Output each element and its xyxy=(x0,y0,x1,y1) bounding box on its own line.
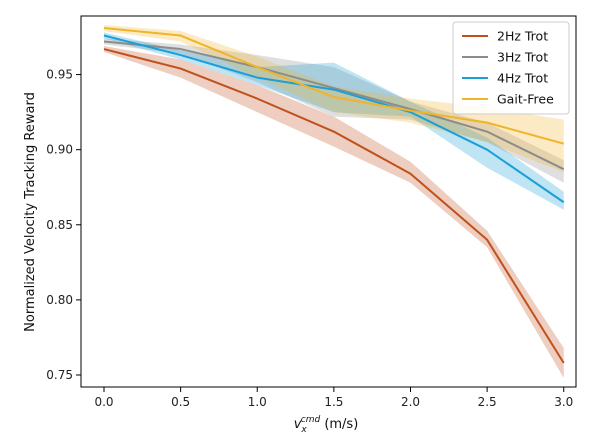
x-axis-label-sup: cmd xyxy=(301,415,321,425)
x-axis-label: vxcmd (m/s) xyxy=(294,415,359,435)
x-axis-ticks: 0.0 0.5 1.0 1.5 2.0 2.5 3.0 xyxy=(94,387,573,409)
x-tick-label: 2.0 xyxy=(401,395,420,409)
y-tick-label: 0.85 xyxy=(46,218,73,232)
plot-frame xyxy=(80,15,577,388)
x-tick-label: 1.0 xyxy=(248,395,267,409)
y-tick-label: 0.95 xyxy=(46,68,73,82)
y-axis-ticks: 0.75 0.80 0.85 0.90 0.95 xyxy=(46,68,81,382)
line-2hz-trot xyxy=(103,48,565,364)
band-4hz-trot xyxy=(103,32,564,210)
x-axis-label-main: v xyxy=(294,417,302,432)
x-tick-label: 1.5 xyxy=(324,395,343,409)
legend-label: 3Hz Trot xyxy=(497,50,548,65)
band-3hz-trot xyxy=(103,38,564,183)
legend: 2Hz Trot 3Hz Trot 4Hz Trot Gait-Free xyxy=(452,21,570,115)
x-tick-label: 0.0 xyxy=(94,395,113,409)
y-tick-label: 0.75 xyxy=(46,368,73,382)
line-3hz-trot xyxy=(103,40,565,171)
x-tick-label: 2.5 xyxy=(478,395,497,409)
line-4hz-trot xyxy=(103,34,565,204)
legend-label: 2Hz Trot xyxy=(497,29,548,44)
y-axis-label: Normalized Velocity Tracking Reward xyxy=(23,92,38,332)
x-axis-label-unit: (m/s) xyxy=(320,417,358,432)
confidence-bands xyxy=(103,25,564,378)
series-lines xyxy=(103,27,565,364)
band-gait-free xyxy=(103,25,564,173)
x-tick-label: 0.5 xyxy=(171,395,190,409)
line-gait-free xyxy=(103,27,565,145)
y-tick-label: 0.90 xyxy=(46,143,73,157)
legend-label: 4Hz Trot xyxy=(497,71,548,86)
x-tick-label: 3.0 xyxy=(554,395,573,409)
legend-box xyxy=(452,21,570,115)
legend-label: Gait-Free xyxy=(497,92,554,107)
y-tick-label: 0.80 xyxy=(46,293,73,307)
x-axis-label-sub: x xyxy=(300,425,307,435)
